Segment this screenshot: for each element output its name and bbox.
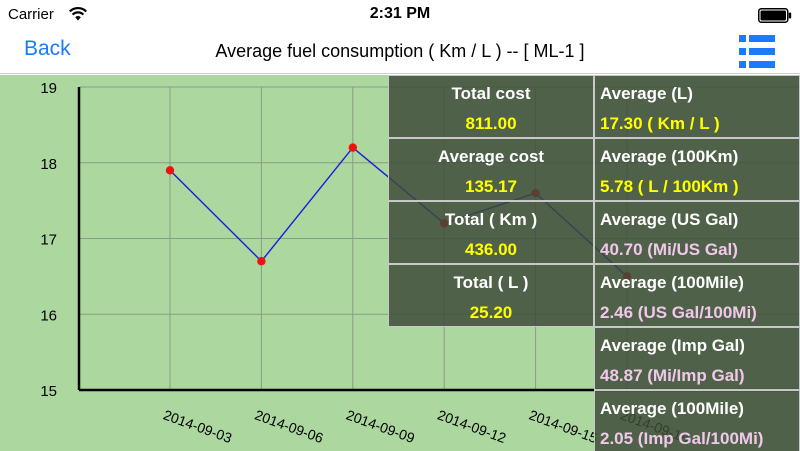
stat-value: 17.30 ( Km / L ) [600, 114, 720, 133]
content-area: 15 16 17 18 19 2014-09-03 2014-09-06 2014-09-09… [0, 75, 800, 451]
x-tick-label: 2014-09-06 [253, 407, 326, 447]
stat-label: Average (L) [600, 84, 693, 103]
stat-value: 25.20 [469, 303, 513, 322]
data-point [165, 166, 175, 175]
stat-cell: Total cost 811.00 [388, 75, 594, 138]
stat-cell: Total ( Km ) 436.00 [388, 201, 594, 264]
stat-cell: Total ( L ) 25.20 [388, 264, 594, 327]
y-tick-label: 17 [40, 232, 57, 249]
stat-cell: Average (100Mile) 2.05 (Imp Gal/100Mi) [594, 390, 800, 451]
list-menu-icon[interactable] [738, 32, 776, 72]
navigation-bar: Back Average fuel consumption ( Km / L )… [0, 30, 800, 74]
stat-cell: Average (100Mile) 2.46 (US Gal/100Mi) [594, 264, 800, 327]
stat-label: Average (US Gal) [600, 210, 739, 229]
wifi-icon [69, 7, 87, 21]
data-point [257, 257, 266, 266]
stat-cell: Average (US Gal) 40.70 (Mi/US Gal) [594, 201, 800, 264]
y-tick-label: 19 [40, 80, 57, 97]
stat-label: Total cost [451, 84, 531, 103]
stat-label: Average (Imp Gal) [600, 336, 745, 355]
page-title: Average fuel consumption ( Km / L ) -- [… [215, 41, 585, 61]
y-tick-label: 15 [40, 383, 57, 400]
battery-icon [758, 8, 792, 23]
stat-value: 5.78 ( L / 100Km ) [600, 177, 739, 196]
stat-value: 811.00 [465, 114, 517, 133]
stat-cell: Average (L) 17.30 ( Km / L ) [594, 75, 800, 138]
data-point [348, 143, 357, 152]
stat-label: Total ( Km ) [444, 210, 538, 229]
stat-cell: Average (100Km) 5.78 ( L / 100Km ) [594, 138, 800, 201]
stat-label: Total ( L ) [453, 273, 529, 292]
status-time: 2:31 PM [369, 5, 431, 22]
x-tick-label: 2014-09-03 [161, 407, 234, 447]
stat-label: Average (100Km) [600, 147, 739, 166]
status-bar: Carrier 2:31 PM [0, 0, 800, 30]
stat-value: 135.17 [465, 177, 517, 196]
stat-value: 2.05 (Imp Gal/100Mi) [600, 429, 764, 448]
stat-cell: Average cost 135.17 [388, 138, 594, 201]
back-button[interactable]: Back [24, 37, 71, 60]
stat-cell: Average (Imp Gal) 48.87 (Mi/Imp Gal) [594, 327, 800, 390]
stat-value: 48.87 (Mi/Imp Gal) [600, 366, 745, 385]
statistics-grid: Total cost 811.00 Average cost 135.17 Total … [388, 75, 800, 451]
carrier-label: Carrier [8, 6, 54, 23]
stat-value: 2.46 (US Gal/100Mi) [600, 303, 757, 322]
stat-label: Average (100Mile) [600, 399, 744, 418]
stat-value: 436.00 [465, 240, 517, 259]
stat-label: Average (100Mile) [600, 273, 744, 292]
y-tick-label: 16 [40, 307, 57, 324]
stat-label: Average cost [437, 147, 545, 166]
stat-value: 40.70 (Mi/US Gal) [600, 240, 738, 259]
y-tick-label: 18 [40, 156, 57, 173]
